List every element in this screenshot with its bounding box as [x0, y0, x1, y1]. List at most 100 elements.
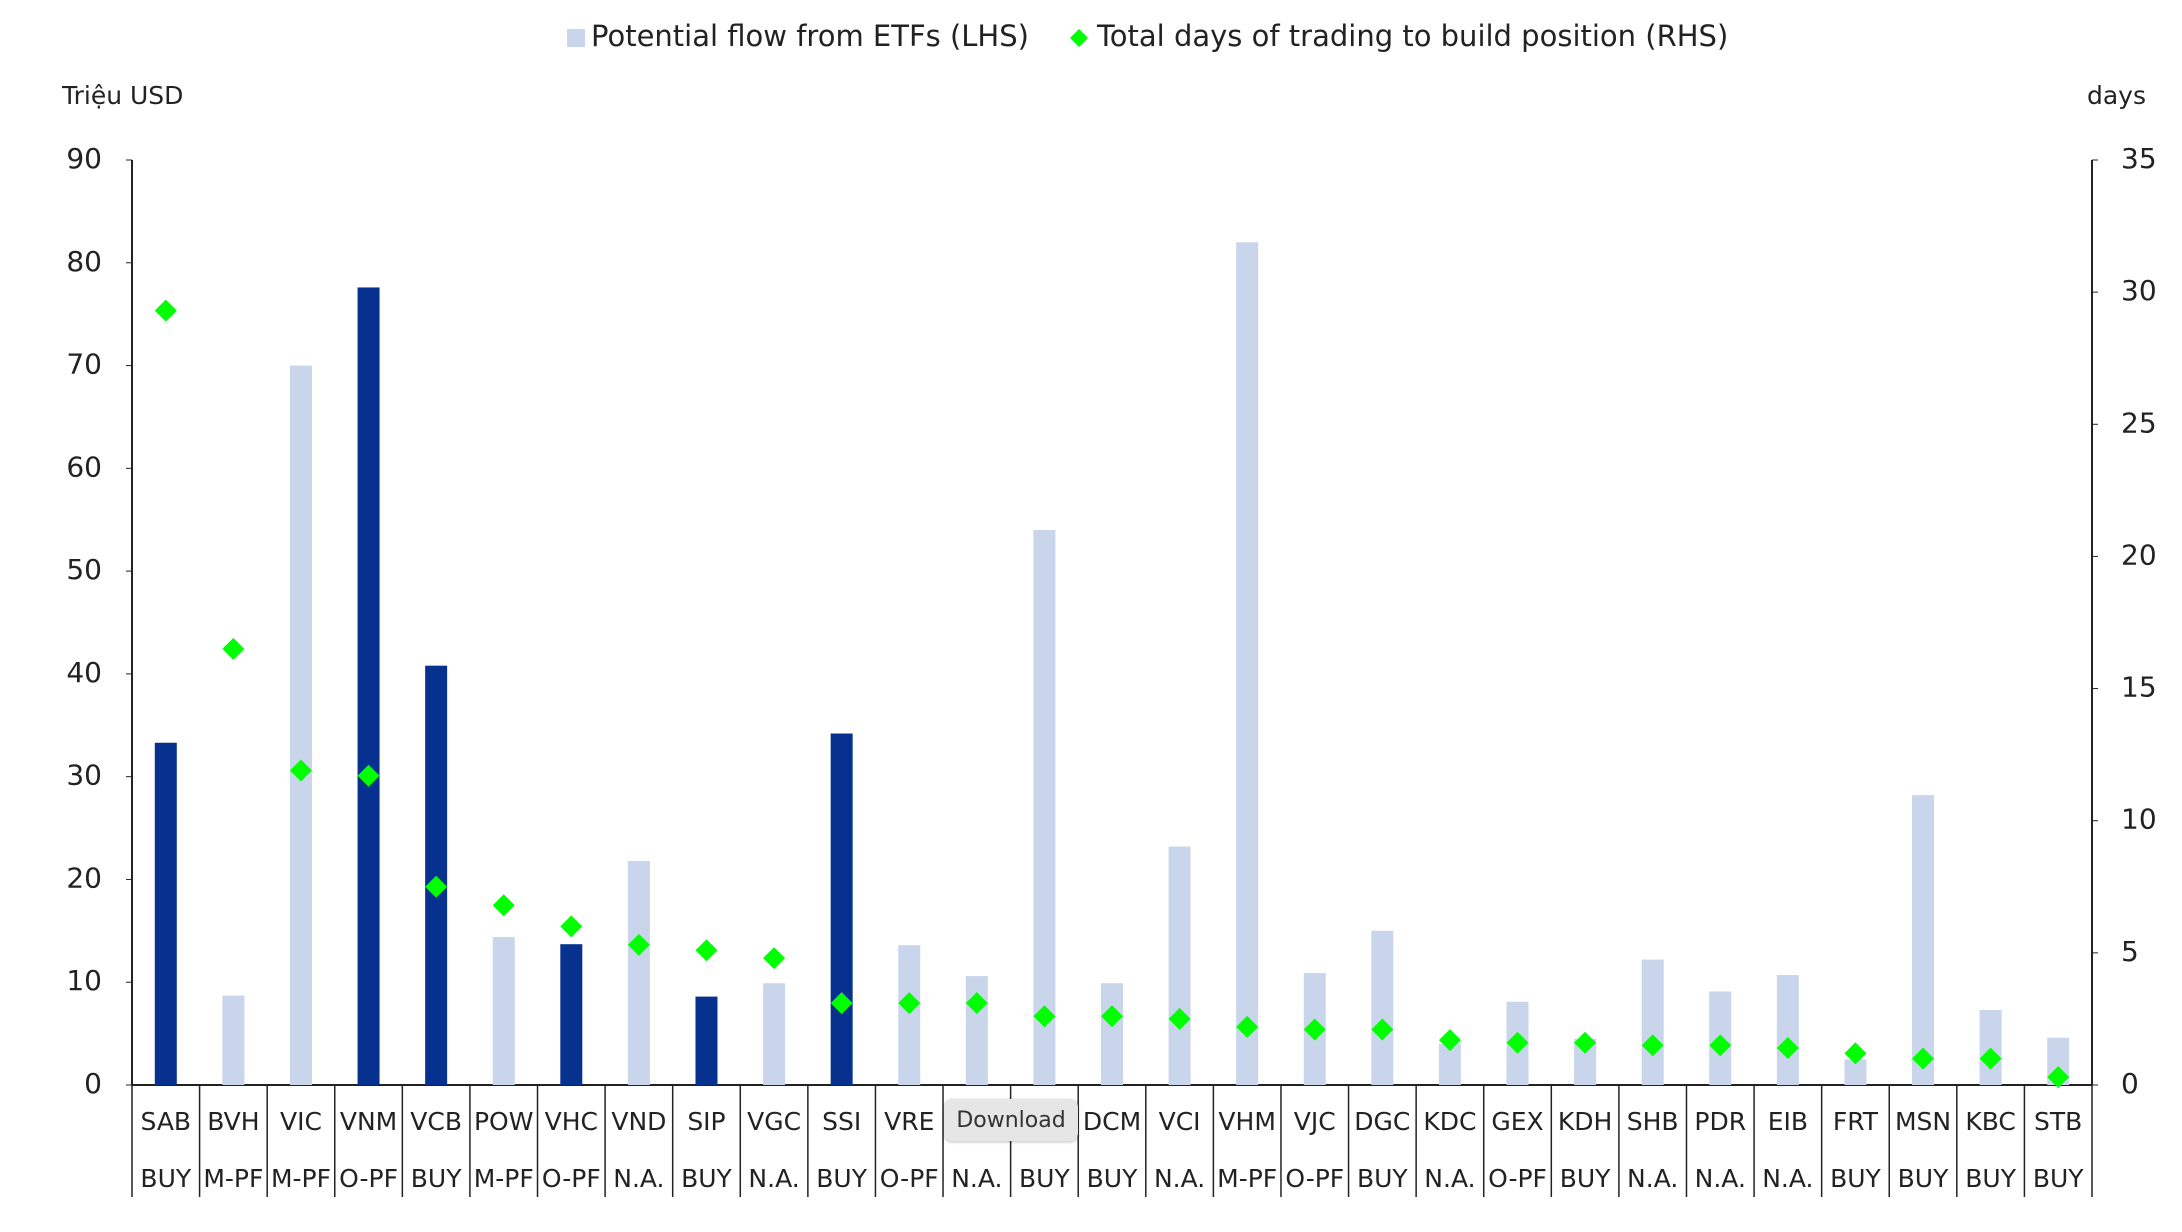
bar [154, 742, 177, 1085]
legend-swatch [567, 29, 585, 47]
x-tick-label: SSI [822, 1107, 861, 1136]
bar [289, 365, 312, 1085]
x-tick-label: MSN [1895, 1107, 1951, 1136]
x-tick-label: VND [611, 1107, 666, 1136]
rating-label: N.A. [951, 1164, 1002, 1193]
marker [222, 637, 245, 660]
x-tick-label: BVH [207, 1107, 259, 1136]
marker [154, 299, 177, 322]
x-tick-label: GEX [1491, 1107, 1543, 1136]
x-tick-label: POW [474, 1107, 533, 1136]
marker [1303, 1018, 1326, 1041]
rating-label: M-PF [1217, 1164, 1277, 1193]
x-tick-label: DCM [1083, 1107, 1141, 1136]
bar [1574, 1038, 1597, 1085]
rating-label: BUY [1357, 1164, 1408, 1193]
rating-label: O-PF [880, 1164, 939, 1193]
marker [1776, 1037, 1799, 1059]
marker [1168, 1007, 1191, 1030]
marker [1236, 1015, 1259, 1038]
bar [1101, 983, 1123, 1085]
bar [1236, 242, 1259, 1085]
y-tick-label: 70 [66, 348, 102, 381]
marker [1371, 1018, 1394, 1041]
x-tick-label: STB [2034, 1107, 2082, 1136]
x-tick-label: PDR [1694, 1107, 1746, 1136]
x-tick-label: FRT [1833, 1107, 1879, 1136]
rating-label: N.A. [748, 1164, 799, 1193]
marker [1844, 1042, 1867, 1065]
bar [763, 983, 786, 1085]
rating-label: BUY [2033, 1164, 2084, 1193]
rating-label: BUY [1830, 1164, 1881, 1193]
rating-label: N.A. [1424, 1164, 1475, 1193]
rating-label: BUY [1019, 1164, 1070, 1193]
rating-label: N.A. [1154, 1164, 1205, 1193]
download-button[interactable]: Download [944, 1099, 1078, 1141]
y2-tick-label: 5 [2121, 935, 2139, 968]
y2-tick-label: 10 [2121, 803, 2157, 836]
bar [357, 287, 380, 1085]
y-tick-label: 20 [66, 861, 102, 894]
marker [1641, 1034, 1664, 1057]
y2-tick-label: 25 [2121, 406, 2157, 439]
x-tick-label: VJC [1294, 1107, 1336, 1136]
marker [695, 939, 718, 962]
rating-label: O-PF [1285, 1164, 1344, 1193]
x-tick-label: VGC [747, 1107, 801, 1136]
x-tick-label: VRE [884, 1107, 934, 1136]
marker [2047, 1066, 2070, 1089]
marker [289, 759, 312, 782]
x-tick-label: VCI [1159, 1107, 1201, 1136]
bar [695, 996, 718, 1085]
rating-label: BUY [1965, 1164, 2016, 1193]
y2-tick-label: 15 [2121, 671, 2157, 704]
y-tick-label: 60 [66, 450, 102, 483]
rating-label: BUY [816, 1164, 867, 1193]
y-axis-label: Triệu USD [61, 81, 183, 110]
bar [492, 937, 515, 1085]
y2-tick-label: 35 [2121, 142, 2157, 175]
rating-label: N.A. [1627, 1164, 1678, 1193]
rating-label: M-PF [203, 1164, 263, 1193]
bar [425, 665, 448, 1085]
rating-label: O-PF [1488, 1164, 1547, 1193]
y-tick-label: 30 [66, 759, 102, 792]
x-tick-label: VCB [410, 1107, 462, 1136]
bar [830, 733, 853, 1085]
x-tick-label: VNM [340, 1107, 397, 1136]
bar [560, 944, 583, 1085]
marker [1101, 1005, 1123, 1028]
rating-label: BUY [681, 1164, 732, 1193]
marker [830, 992, 853, 1015]
marker [898, 992, 921, 1015]
rating-label: O-PF [542, 1164, 601, 1193]
y2-tick-label: 30 [2121, 274, 2157, 307]
y-tick-label: 80 [66, 245, 102, 278]
rating-label: BUY [1087, 1164, 1138, 1193]
x-tick-label: VIC [280, 1107, 322, 1136]
marker [1912, 1047, 1935, 1070]
marker [965, 992, 988, 1015]
rating-label: N.A. [1762, 1164, 1813, 1193]
marker [1506, 1031, 1529, 1054]
x-tick-label: KBC [1965, 1107, 2016, 1136]
marker [1438, 1029, 1461, 1052]
x-tick-label: SAB [140, 1107, 191, 1136]
bar [627, 860, 650, 1085]
x-tick-label: KDC [1423, 1107, 1476, 1136]
marker [425, 875, 448, 898]
y-tick-label: 90 [66, 142, 102, 175]
x-tick-label: EIB [1768, 1107, 1808, 1136]
rating-label: BUY [411, 1164, 462, 1193]
y2-axis-label: days [2087, 81, 2146, 110]
marker [1574, 1031, 1597, 1054]
rating-label: M-PF [271, 1164, 331, 1193]
rating-label: N.A. [613, 1164, 664, 1193]
bar [1979, 1009, 2002, 1085]
rating-label: BUY [1560, 1164, 1611, 1193]
bar [1371, 930, 1394, 1085]
bar [1438, 1043, 1461, 1085]
